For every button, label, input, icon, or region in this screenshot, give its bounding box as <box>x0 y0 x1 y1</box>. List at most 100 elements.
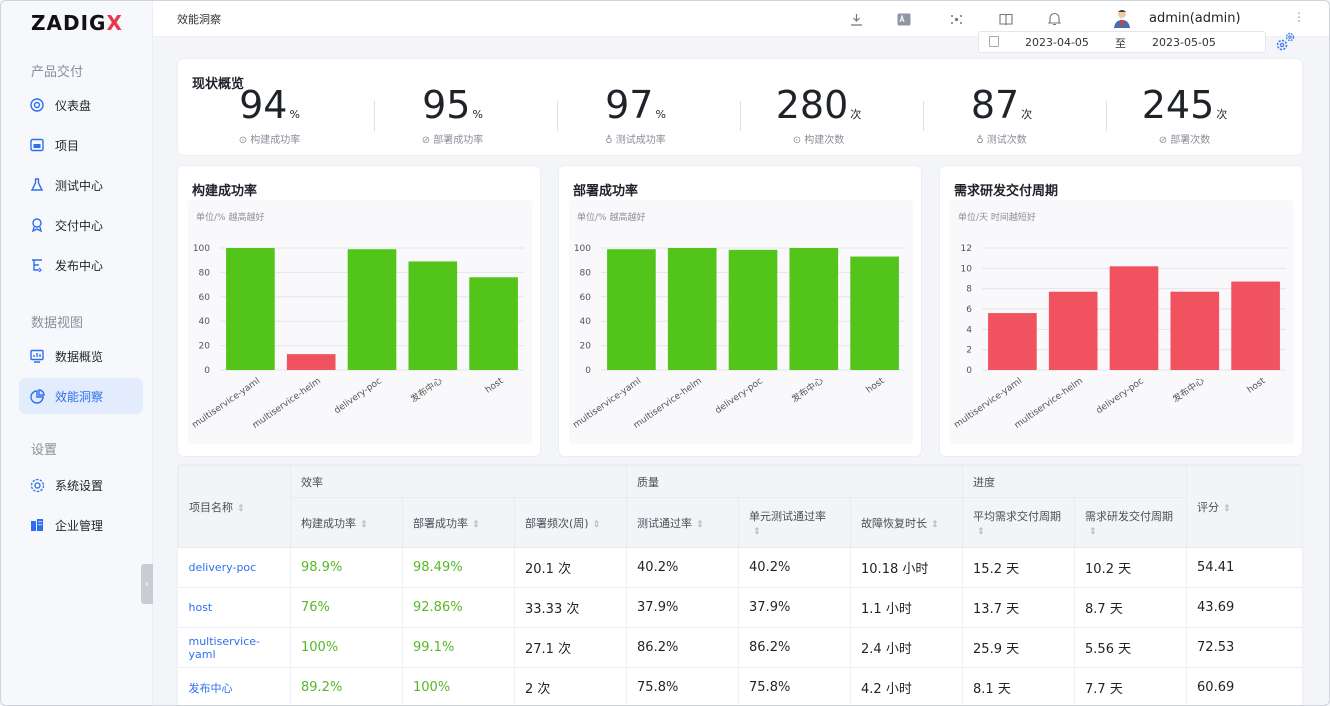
sidebar-item-delivery-center[interactable]: 交付中心 <box>19 207 143 243</box>
test-icon: ♁ <box>976 135 987 146</box>
bar <box>667 248 717 370</box>
sidebar-item-label: 数据概览 <box>55 349 104 364</box>
sidebar-item-label: 交付中心 <box>55 218 104 233</box>
project-link[interactable]: delivery-poc <box>178 547 291 588</box>
sidebar-section-title: 数据视图 <box>31 316 84 331</box>
sidebar-item-dashboard[interactable]: 仪表盘 <box>19 87 143 123</box>
table-cell: 98.9% <box>290 547 403 588</box>
sort-icon: ⇕ <box>237 503 245 514</box>
column-header-score[interactable]: 评分 ⇕ <box>1186 465 1302 548</box>
translate-icon[interactable] <box>895 10 913 28</box>
table-cell: 20.1 次 <box>514 547 628 588</box>
building-icon <box>29 517 45 533</box>
chart-card-build-success: 构建成功率 0 20 40 60 80 100 multiservice-yaml multi… <box>177 165 541 457</box>
y-tick-label: 6 <box>966 305 972 315</box>
column-header-recovery-time[interactable]: 故障恢复时长 ⇕ <box>850 497 964 548</box>
user-name[interactable]: admin(admin) <box>1149 11 1241 26</box>
sidebar-item-test-center[interactable]: 测试中心 <box>19 167 143 203</box>
sort-icon: ⇕ <box>472 519 480 530</box>
table-cell: 75.8% <box>738 667 852 705</box>
settings-gear-icon[interactable] <box>1274 31 1296 53</box>
bar <box>988 313 1037 370</box>
sort-icon: ⇕ <box>931 519 939 530</box>
deploy-icon: ⊘ <box>1158 135 1171 146</box>
table-cell: 89.2% <box>290 667 403 705</box>
table-row[interactable]: multiservice-yaml 100% 99.1% 27.1 次 86.2% 86.… <box>178 627 1302 668</box>
project-link[interactable]: host <box>178 587 291 628</box>
column-header-project-name[interactable]: 项目名称 ⇕ <box>178 465 291 548</box>
sidebar-item-data-overview[interactable]: 数据概览 <box>19 338 143 374</box>
plugin-icon[interactable] <box>947 10 965 28</box>
date-start[interactable]: 2023-04-05 <box>1025 36 1089 49</box>
overview-card: 现状概览 94% ⊙ 构建成功率 95% ⊘ 部署成功率 97% ♁ 测试成功率… <box>177 58 1303 156</box>
sort-icon: ⇕ <box>592 519 601 530</box>
chart-subtitle: 单位/% 越高越好 <box>196 213 265 223</box>
sidebar-item-efficiency-insight[interactable]: 效能洞察 <box>19 378 143 414</box>
y-tick-label: 0 <box>966 366 972 376</box>
x-tick-label: delivery-poc <box>333 376 384 416</box>
column-header-test-pass[interactable]: 测试通过率 ⇕ <box>626 497 740 548</box>
table-cell: 43.69 <box>1186 587 1302 628</box>
y-tick-label: 40 <box>580 317 592 327</box>
bar <box>226 248 275 370</box>
sidebar-item-release-center[interactable]: 发布中心 <box>19 247 143 283</box>
table-row[interactable]: delivery-poc 98.9% 98.49% 20.1 次 40.2% 40.2% 1… <box>178 547 1302 588</box>
stat-value: 280 次 <box>775 83 862 127</box>
y-tick-label: 40 <box>199 317 211 327</box>
divider <box>1106 101 1107 131</box>
chart-card-delivery-cycle: 需求研发交付周期 0 2 4 6 8 10 12 multiservice-yaml multi… <box>939 165 1303 457</box>
column-header-build-success[interactable]: 构建成功率 ⇕ <box>290 497 403 548</box>
column-header-deploy-success[interactable]: 部署成功率 ⇕ <box>402 497 515 548</box>
sort-icon: ⇕ <box>696 519 704 530</box>
x-tick-label: host <box>484 376 506 396</box>
delivery-icon <box>29 217 45 233</box>
download-icon[interactable] <box>847 10 865 28</box>
table-row[interactable]: host 76% 92.86% 33.33 次 37.9% 37.9% 1.1 小时 13.7… <box>178 587 1302 628</box>
bar <box>1231 281 1280 370</box>
docs-icon[interactable] <box>997 10 1015 28</box>
table-cell: 37.9% <box>738 587 852 628</box>
sidebar-item-label: 仪表盘 <box>55 98 92 113</box>
calendar-icon <box>989 36 999 47</box>
sort-icon: ⇕ <box>360 519 368 530</box>
sidebar-item-label: 测试中心 <box>55 178 104 193</box>
chart-plot-area: 0 20 40 60 80 100 multiservice-yaml multiservic… <box>569 200 913 444</box>
y-tick-label: 80 <box>199 268 211 278</box>
sidebar-collapse-handle[interactable]: ‹ <box>141 564 153 604</box>
table-row[interactable]: 发布中心 89.2% 100% 2 次 75.8% 75.8% 4.2 小时 8.1 天 7.7… <box>178 667 1302 705</box>
avatar[interactable] <box>1111 7 1133 29</box>
logo-accent: X <box>106 11 123 35</box>
sidebar-item-enterprise[interactable]: 企业管理 <box>19 507 143 543</box>
x-tick-label: delivery-poc <box>1095 376 1146 416</box>
bar <box>607 249 656 370</box>
stat-deploy-count: 245 次 ⊘ 部署次数 <box>1093 83 1276 153</box>
sidebar: ZADIGX 产品交付 仪表盘 项目 测试中心 交付中心 发布中心 数据视图 数… <box>1 1 153 705</box>
pie-icon <box>29 388 45 404</box>
table-cell: 8.7 天 <box>1074 587 1188 628</box>
sidebar-item-project[interactable]: 项目 <box>19 127 143 163</box>
bar-chart: 020406080100multiservice-yamlmultiservic… <box>571 244 905 431</box>
table-cell: 40.2% <box>738 547 852 588</box>
table-cell: 10.18 小时 <box>850 547 964 588</box>
logo[interactable]: ZADIGX <box>31 11 123 35</box>
sort-icon: ⇕ <box>977 527 985 537</box>
more-menu-icon[interactable]: ⋮ <box>1293 10 1305 24</box>
date-end[interactable]: 2023-05-05 <box>1152 36 1216 49</box>
date-range-picker[interactable]: 2023-04-05 至 2023-05-05 <box>978 31 1266 53</box>
table-cell: 98.49% <box>402 547 515 588</box>
y-tick-label: 12 <box>961 244 972 254</box>
column-header-unit-test-pass[interactable]: 单元测试通过率 ⇕ <box>738 497 852 548</box>
project-link[interactable]: multiservice-yaml <box>178 627 291 668</box>
table-cell: 10.2 天 <box>1074 547 1188 588</box>
table-body: delivery-poc 98.9% 98.49% 20.1 次 40.2% 40.2% 1… <box>178 547 1302 705</box>
column-header-avg-delivery-cycle[interactable]: 平均需求交付周期 ⇕ <box>962 497 1076 548</box>
project-link[interactable]: 发布中心 <box>178 667 291 705</box>
bar <box>850 256 899 370</box>
sidebar-item-label: 发布中心 <box>55 258 104 273</box>
sidebar-item-system-settings[interactable]: 系统设置 <box>19 467 143 503</box>
column-header-rd-delivery-cycle[interactable]: 需求研发交付周期 ⇕ <box>1074 497 1188 548</box>
stat-label: ⊘ 部署次数 <box>1158 135 1211 146</box>
table-cell: 76% <box>290 587 403 628</box>
bell-icon[interactable] <box>1045 10 1063 28</box>
column-header-deploy-frequency[interactable]: 部署频次(周) ⇕ <box>513 497 628 548</box>
